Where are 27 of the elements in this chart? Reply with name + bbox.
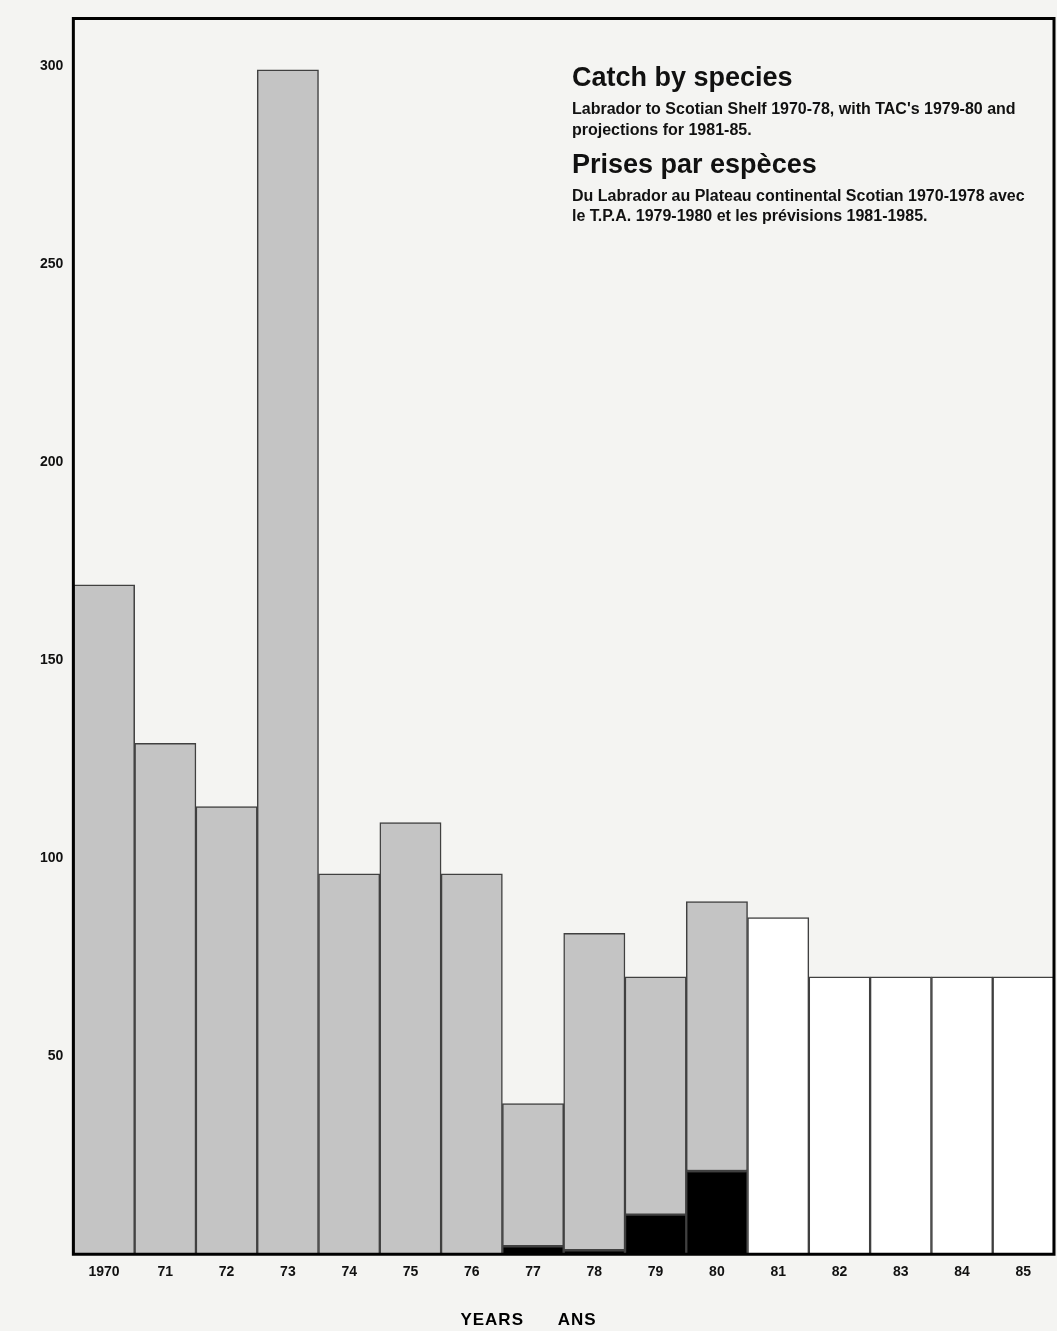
annotation: Prises par espèces [572, 148, 818, 180]
x-tick-label: 76 [463, 1263, 480, 1280]
x-tick-label: 73 [280, 1263, 296, 1280]
x-tick-label: 81 [770, 1263, 787, 1280]
x-tick-label: 1970 [88, 1263, 120, 1280]
annotation: Du Labrador au Plateau continental Scotian 1970-1978 avec le T.P.A. 1979-1980 et les prévisions 1981-1985. [572, 185, 1026, 227]
x-tick-label: 74 [341, 1263, 358, 1280]
y-tick-label: 50 [47, 1047, 64, 1064]
x-tick-label: 79 [647, 1263, 664, 1280]
x-tick-label: 78 [586, 1263, 603, 1280]
x-tick-label: 71 [157, 1263, 174, 1280]
text: Catch by species [572, 62, 794, 93]
x-tick-label: 75 [402, 1263, 419, 1280]
y-tick-label: 100 [40, 848, 64, 865]
x-tick-label: 77 [525, 1263, 542, 1280]
x-axis-title: YEARS ANS [459, 1310, 598, 1330]
x-tick-label: 80 [709, 1263, 725, 1280]
y-tick-label: 200 [40, 452, 64, 469]
x-tick-label: 85 [1015, 1263, 1032, 1280]
x-tick-label: 83 [892, 1263, 909, 1280]
y-tick-label: 150 [40, 650, 64, 667]
x-tick-label: 82 [831, 1263, 848, 1280]
y-tick-label: 250 [40, 254, 64, 271]
text: Labrador to Scotian Shelf 1970-78, with TAC's 1979-80 and projections for 1981-85. [572, 99, 1017, 140]
y-tick-label: 300 [40, 56, 64, 73]
x-tick-label: 84 [954, 1263, 971, 1280]
x-tick-label: 72 [218, 1263, 235, 1280]
